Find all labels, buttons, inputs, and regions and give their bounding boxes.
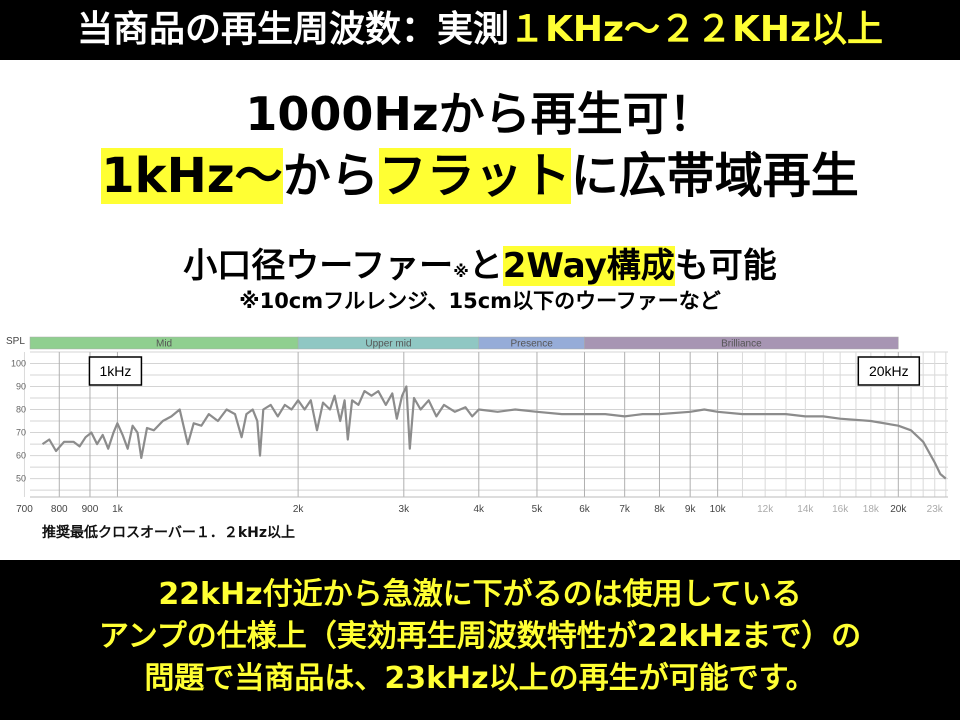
footer-line3: 問題で当商品は、23kHz以上の再生が可能です。 (144, 661, 816, 696)
footer-line1: 22kHz付近から急激に下がるのは使用している (158, 577, 802, 612)
x-tick-label: 6k (579, 504, 591, 515)
x-tick-label: 4k (474, 504, 486, 515)
x-tick-label: 16k (832, 504, 849, 515)
y-tick-label: 70 (16, 428, 26, 438)
x-tick-label: 7k (619, 504, 631, 515)
sub-text: と (468, 246, 503, 286)
headline-line2: 1kHz～からフラットに広帯域再生 (0, 136, 960, 206)
highlight-2way: 2Way構成 (502, 246, 675, 286)
headline-text: に広帯域再生 (570, 148, 859, 204)
band-label: Upper mid (365, 339, 411, 350)
x-tick-label: 20k (890, 504, 907, 515)
band-label: Mid (156, 339, 172, 350)
x-tick-label: 1k (112, 504, 124, 515)
x-tick-label: 23k (927, 504, 944, 515)
sub-text: も可能 (674, 246, 777, 286)
header-frequency-range: １KHz～２２KHz以上 (509, 9, 883, 50)
annotation-box (88, 356, 143, 386)
y-tick-label: 80 (16, 405, 26, 415)
note-mark: ※ (453, 262, 469, 281)
highlight-flat: フラット (378, 148, 571, 204)
x-tick-label: 10k (710, 504, 727, 515)
frequency-response-chart: SPL Mid Upper mid Presence Brilliance 100 90 80… (6, 336, 948, 515)
x-tick-label: 5k (532, 504, 544, 515)
y-tick-label: 100 (11, 359, 26, 369)
x-tick-label: 900 (82, 504, 99, 515)
annotation-label: 1kHz (99, 363, 131, 379)
x-tick-label: 14k (797, 504, 814, 515)
x-tick-label: 18k (863, 504, 880, 515)
y-axis-label: SPL (6, 336, 25, 347)
y-tick-label: 60 (16, 451, 26, 461)
x-tick-label: 3k (399, 504, 411, 515)
footer-banner: 22kHz付近から急激に下がるのは使用している アンプの仕様上（実効再生周波数特… (0, 560, 960, 720)
y-tick-label: 90 (16, 382, 26, 392)
response-curve (41, 385, 947, 480)
band-label: Brilliance (721, 339, 762, 350)
annotation-label: 20kHz (869, 363, 909, 379)
sub-note: ※10cmフルレンジ、15cm以下のウーファーなど (239, 289, 721, 313)
y-tick-label: 50 (16, 474, 26, 484)
headline-text: から (282, 148, 379, 204)
x-tick-label: 8k (654, 504, 666, 515)
highlight-1khz: 1kHz～ (101, 148, 283, 204)
headline-line1: 1000Hzから再生可！ (245, 87, 715, 141)
band-label: Presence (511, 339, 554, 350)
x-tick-label: 800 (51, 504, 68, 515)
band-brilliance (584, 336, 899, 350)
annotation-box (857, 356, 921, 386)
subheadline: 小口径ウーファー※と2Way構成も可能 (0, 238, 960, 287)
header-banner: 当商品の再生周波数：実測１KHz～２２KHz以上 (0, 0, 960, 60)
x-tick-label: 2k (293, 504, 305, 515)
crossover-note: 推奨最低クロスオーバー１．２kHz以上 (42, 525, 296, 541)
header-title: 当商品の再生周波数：実測 (77, 9, 510, 50)
footer-line2: アンプの仕様上（実効再生周波数特性が22kHzまで）の (98, 619, 862, 654)
x-tick-label: 12k (757, 504, 774, 515)
x-tick-label: 700 (16, 504, 33, 515)
sub-text: 小口径ウーファー (183, 246, 454, 286)
x-tick-label: 9k (685, 504, 697, 515)
